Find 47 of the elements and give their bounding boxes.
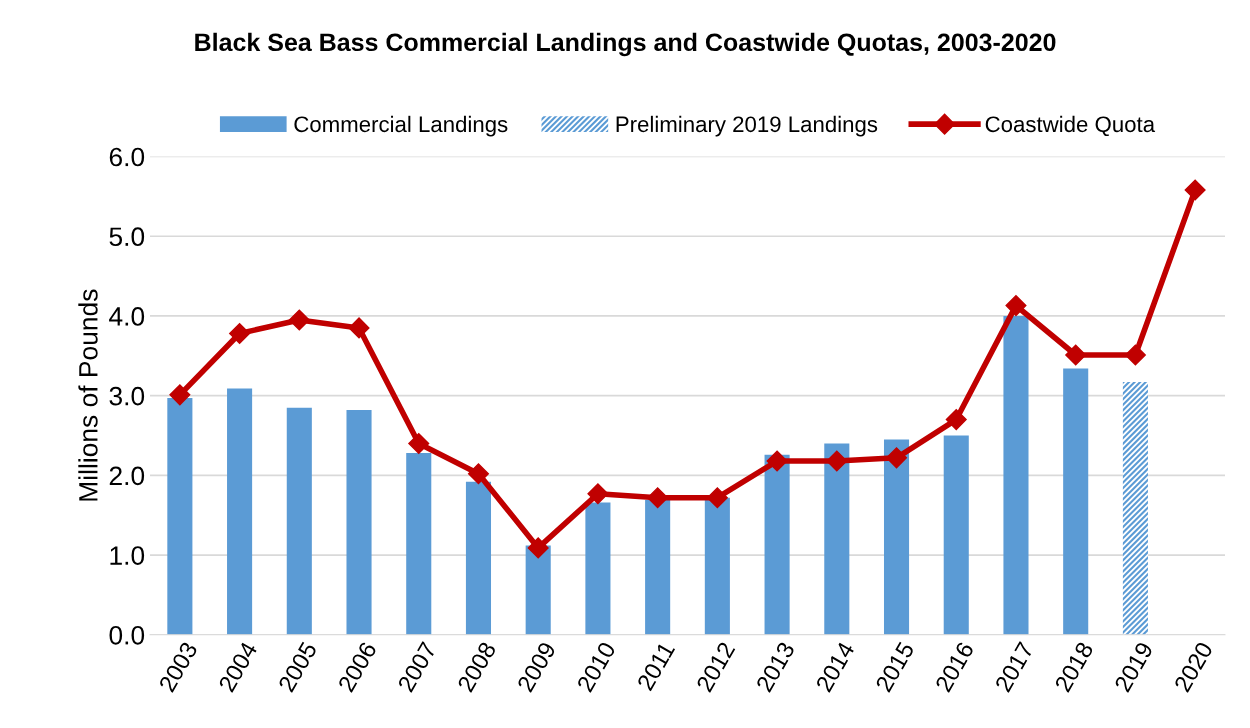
bar [704, 497, 730, 635]
bar [824, 443, 850, 635]
bar [465, 481, 492, 635]
bar [167, 398, 193, 635]
y-tick-label: 3.0 [109, 386, 145, 406]
y-tick-label: 0.0 [109, 625, 145, 645]
point [1005, 295, 1027, 317]
y-tick-label: 4.0 [109, 307, 145, 326]
point [288, 309, 310, 331]
bar [525, 545, 551, 635]
y-tick-label: 6.0 [109, 147, 145, 167]
bar [227, 388, 253, 635]
point [706, 487, 728, 509]
point [229, 322, 251, 345]
bar [1063, 368, 1089, 635]
bar [585, 502, 611, 635]
bar [883, 439, 910, 635]
chart-title: Black Sea Bass Commercial Landings and Coastwide Quotas, 2003-2020 [195, 32, 1056, 57]
bar [1122, 382, 1148, 635]
y-tick-label: 1.0 [110, 546, 145, 565]
point [348, 317, 370, 339]
legend-label: Preliminary 2019 Landings [616, 115, 878, 137]
point [945, 409, 967, 431]
bar [764, 454, 790, 635]
y-tick-label: 5.0 [109, 227, 145, 247]
point [886, 447, 908, 469]
bar [406, 453, 432, 635]
point [766, 450, 788, 472]
bar [645, 500, 671, 635]
point [647, 487, 669, 509]
bar [346, 410, 372, 635]
y-tick-label: 2.0 [109, 466, 145, 486]
legend-label: Coastwide Quota [985, 115, 1156, 137]
point [1184, 179, 1206, 201]
point [408, 432, 430, 455]
bar [943, 435, 969, 635]
point [467, 463, 489, 485]
point [527, 537, 549, 559]
point [587, 483, 609, 505]
point [1124, 344, 1146, 366]
point [1065, 344, 1087, 366]
point [169, 384, 191, 406]
legend-label: Commercial Landings [294, 115, 508, 137]
bar [286, 407, 312, 635]
point [826, 450, 848, 472]
y-axis-title: Millions of Pounds [78, 289, 98, 501]
bar [1003, 315, 1029, 635]
